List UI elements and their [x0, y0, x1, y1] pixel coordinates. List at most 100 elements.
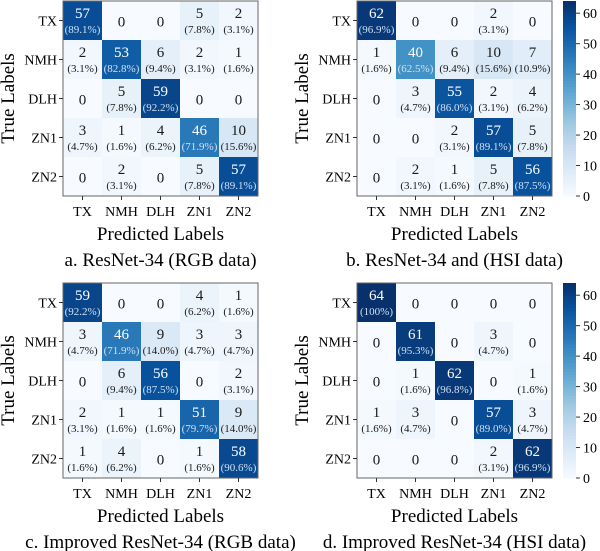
- cell-count: 0: [412, 297, 420, 313]
- cell-percent: (89.1%): [476, 141, 512, 153]
- heatmap-cell: [102, 283, 141, 322]
- cell-percent: (15.6%): [221, 141, 257, 153]
- heatmap-cell: [180, 361, 219, 400]
- cell-count: 56: [153, 366, 169, 382]
- x-tick-label: ZN1: [481, 487, 507, 502]
- heatmap-cell: [219, 40, 258, 79]
- colorbar-segment: [563, 1, 576, 5]
- heatmap-cell: [219, 157, 258, 196]
- cell-count: 1: [412, 366, 420, 382]
- colorbar-segment: [563, 395, 576, 400]
- colorbar-segment: [563, 19, 576, 23]
- cell-percent: (7.8%): [517, 141, 548, 153]
- colorbar-segment: [563, 177, 576, 182]
- heatmap-cell: [219, 361, 258, 400]
- cell-percent: (82.8%): [104, 63, 140, 75]
- x-tick-label: ZN1: [187, 487, 213, 502]
- heatmap-cell: [180, 157, 219, 196]
- y-tick-label: ZN2: [325, 453, 351, 468]
- colorbar-tick-label: 30: [583, 381, 597, 396]
- heatmap-cell: [396, 1, 435, 40]
- colorbar-segment: [563, 340, 576, 345]
- cell-percent: (3.1%): [400, 180, 431, 192]
- x-tick-label: ZN2: [226, 205, 252, 220]
- x-axis-label: Predicted Labels: [391, 506, 518, 527]
- colorbar-segment: [563, 89, 576, 94]
- cell-percent: (89.0%): [476, 423, 512, 435]
- colorbar-segment: [563, 180, 576, 185]
- cell-percent: (4.7%): [67, 141, 98, 153]
- cell-count: 0: [529, 336, 537, 352]
- heatmap-cell: [180, 439, 219, 478]
- cell-count: 46: [192, 123, 208, 139]
- heatmap-cell: [396, 79, 435, 118]
- heatmap-cell: [396, 361, 435, 400]
- heatmap-cell: [435, 439, 474, 478]
- y-tick-label: DLH: [28, 375, 57, 390]
- colorbar-segment: [563, 456, 576, 461]
- colorbar-segment: [563, 110, 576, 115]
- cell-count: 62: [369, 6, 384, 22]
- cell-count: 0: [118, 297, 126, 313]
- cell-count: 0: [529, 297, 537, 313]
- colorbar-segment: [563, 365, 576, 369]
- cell-count: 3: [79, 123, 87, 139]
- heatmap-cell: [141, 400, 180, 439]
- cell-count: 2: [118, 162, 126, 178]
- x-tick-label: ZN1: [187, 205, 213, 220]
- cell-percent: (6.2%): [106, 462, 137, 474]
- cell-percent: (1.6%): [223, 306, 254, 318]
- cell-percent: (3.1%): [223, 24, 254, 36]
- cell-count: 0: [196, 93, 204, 109]
- cell-count: 1: [373, 45, 381, 61]
- cell-percent: (1.6%): [145, 423, 176, 435]
- heatmap-cell: [396, 40, 435, 79]
- colorbar-segment: [563, 356, 576, 360]
- cell-count: 58: [231, 444, 246, 460]
- heatmap-cell: [63, 1, 102, 40]
- heatmap-cell: [63, 439, 102, 478]
- colorbar-segment: [563, 325, 576, 330]
- cell-count: 0: [157, 171, 165, 187]
- colorbar-segment: [563, 171, 576, 176]
- cell-percent: (3.1%): [439, 141, 470, 153]
- colorbar-segment: [563, 392, 576, 397]
- y-tick-label: ZN1: [31, 132, 57, 147]
- heatmap-cell: [63, 283, 102, 322]
- cell-count: 10: [486, 45, 501, 61]
- cell-count: 56: [525, 162, 541, 178]
- cell-percent: (71.9%): [104, 345, 140, 357]
- heatmap-cell: [219, 79, 258, 118]
- colorbar-tick-label: 20: [583, 129, 597, 144]
- panel-caption: a. ResNet-34 (RGB data): [64, 250, 256, 271]
- heatmap-cell: [474, 118, 513, 157]
- cell-percent: (95.3%): [398, 345, 434, 357]
- heatmap-cell: [474, 1, 513, 40]
- colorbar-segment: [563, 407, 576, 412]
- colorbar-segment: [563, 420, 576, 424]
- colorbar-segment: [563, 16, 576, 20]
- colorbar-segment: [563, 189, 576, 194]
- colorbar-segment: [563, 128, 576, 133]
- cell-count: 4: [196, 288, 204, 304]
- cell-percent: (89.1%): [65, 24, 101, 36]
- y-tick-label: DLH: [28, 93, 57, 108]
- heatmap-cell: [102, 157, 141, 196]
- x-tick-label: TX: [367, 205, 386, 220]
- cell-count: 1: [451, 162, 459, 178]
- cell-percent: (3.1%): [184, 63, 215, 75]
- colorbar-tick-label: 40: [583, 350, 597, 365]
- cell-count: 2: [235, 366, 243, 382]
- colorbar-segment: [563, 192, 576, 197]
- cell-count: 0: [412, 132, 420, 148]
- cell-count: 0: [235, 93, 243, 109]
- colorbar-tick-label: 50: [583, 320, 597, 335]
- cell-count: 3: [79, 327, 87, 343]
- cell-percent: (10.9%): [515, 63, 551, 75]
- heatmap-cell: [357, 322, 396, 361]
- colorbar-tick-label: 30: [583, 99, 597, 114]
- colorbar-segment: [563, 68, 576, 72]
- heatmap-cell: [513, 40, 552, 79]
- cell-percent: (9.4%): [439, 63, 470, 75]
- colorbar-segment: [563, 119, 576, 124]
